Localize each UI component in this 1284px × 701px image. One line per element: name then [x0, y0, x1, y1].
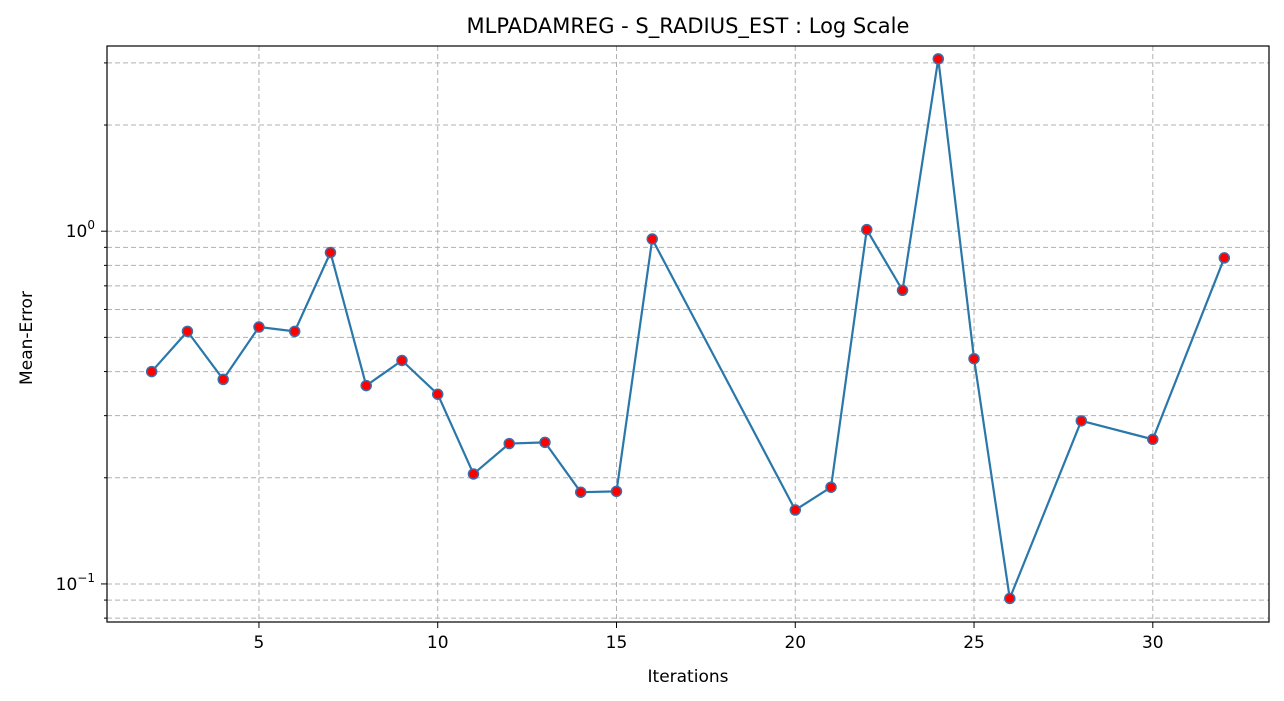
data-point [396, 354, 408, 367]
data-point [646, 233, 658, 245]
data-point [1147, 433, 1159, 446]
data-point [181, 325, 194, 338]
data-points [145, 53, 1231, 605]
data-point [217, 373, 229, 386]
data-point [1075, 415, 1088, 427]
data-point [253, 321, 265, 333]
x-tick-label: 20 [784, 633, 806, 653]
series-line [150, 57, 1226, 600]
data-point [539, 436, 551, 449]
grid-lines [107, 46, 1269, 622]
x-tick-label: 5 [254, 633, 265, 653]
data-point [574, 486, 587, 498]
data-point [861, 223, 873, 236]
plot-frame [106, 45, 1270, 623]
chart-title: MLPADAMREG - S_RADIUS_EST : Log Scale [467, 14, 910, 39]
y-tick-label: 100 [66, 218, 95, 242]
data-point [288, 325, 301, 338]
x-tick-label: 15 [606, 633, 628, 653]
y-tick-label: 10−1 [56, 571, 95, 595]
x-axis-label: Iterations [648, 667, 729, 687]
data-point [610, 485, 623, 498]
data-point [324, 246, 337, 259]
data-point [896, 284, 909, 297]
data-point [825, 481, 837, 493]
data-point [431, 388, 444, 400]
axes: 5 10 15 20 25 30 10−1 100 [56, 45, 1270, 653]
x-tick-label: 30 [1142, 633, 1164, 653]
y-axis-label: Mean-Error [17, 291, 37, 385]
data-point [789, 504, 802, 516]
series [150, 57, 1226, 600]
data-point [145, 365, 158, 378]
data-point [932, 53, 945, 65]
x-tick-label: 25 [963, 633, 985, 653]
data-point [467, 468, 480, 480]
data-point [360, 379, 372, 392]
data-point [968, 352, 980, 365]
data-point [503, 437, 515, 450]
x-tick-label: 10 [427, 633, 449, 653]
data-point [1218, 252, 1231, 264]
data-point [1004, 592, 1016, 605]
